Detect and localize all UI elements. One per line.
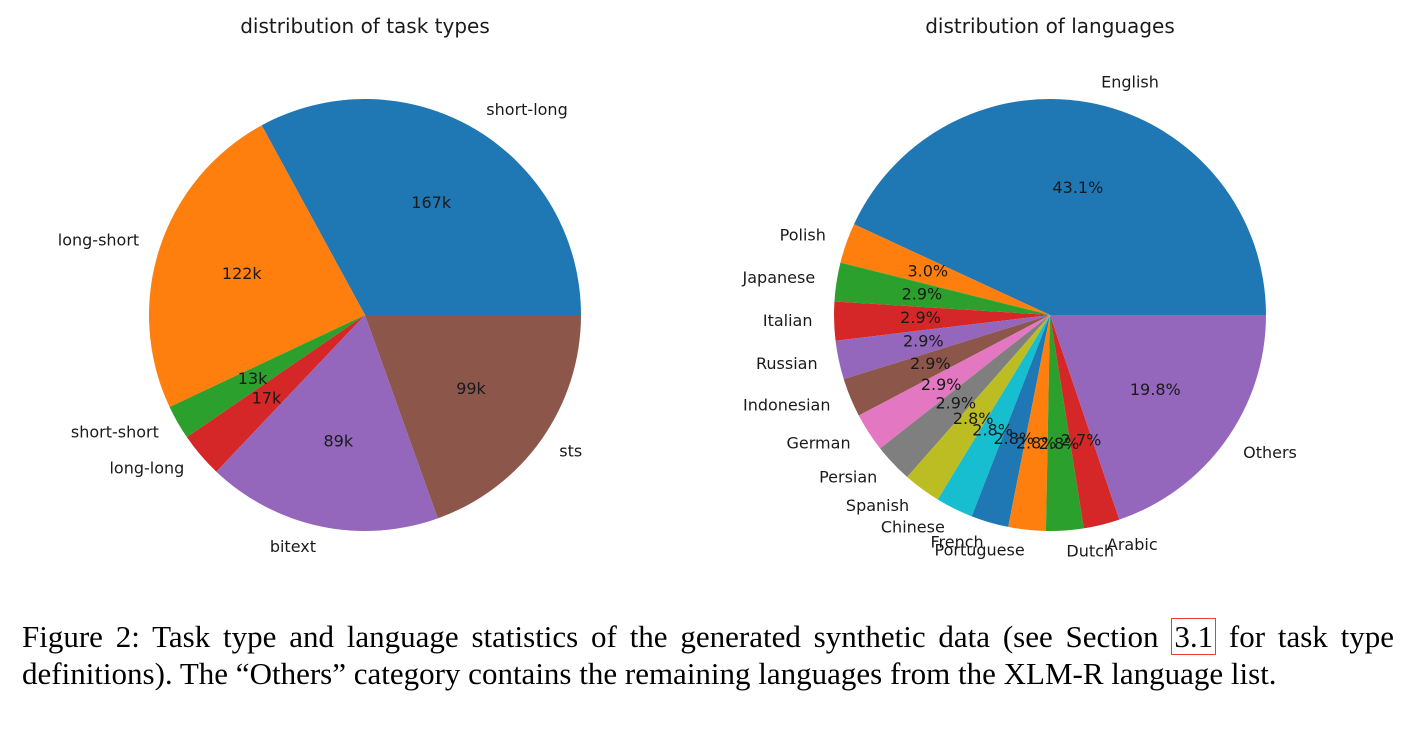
slice-value-japanese: 2.9% xyxy=(902,285,943,304)
slice-value-spanish: 2.8% xyxy=(953,409,994,428)
pie-slice-polish xyxy=(840,224,1050,315)
pie-slice-long-long xyxy=(186,315,365,472)
slice-label-long-long: long-long xyxy=(109,459,184,478)
pie-slice-german xyxy=(858,315,1050,449)
slice-value-chinese: 2.8% xyxy=(972,421,1013,440)
slice-value-german: 2.9% xyxy=(921,375,962,394)
slice-label-russian: Russian xyxy=(756,354,818,373)
pie-slice-chinese xyxy=(937,315,1050,517)
slice-value-dutch: 2.8% xyxy=(1039,434,1080,453)
slice-value-others: 19.8% xyxy=(1130,380,1181,399)
pie-slice-others xyxy=(1050,315,1266,520)
slice-value-sts: 99k xyxy=(456,379,486,398)
task-type-pie-chart: distribution of task types short-long 167… xyxy=(58,14,582,556)
slice-label-long-short: long-short xyxy=(58,231,139,250)
pie-slice-italian xyxy=(834,301,1050,341)
language-pie-chart: distribution of languages English 43.1% Po… xyxy=(742,14,1297,561)
slice-label-short-long: short-long xyxy=(486,100,567,119)
slice-label-sts: sts xyxy=(559,441,582,460)
slice-value-indonesian: 2.9% xyxy=(910,354,951,373)
lang-wedges xyxy=(834,98,1266,531)
task-type-chart-title: distribution of task types xyxy=(240,14,490,38)
slice-value-arabic: 2.7% xyxy=(1061,430,1102,449)
slice-label-german: German xyxy=(787,434,851,453)
slice-label-others: Others xyxy=(1243,443,1297,462)
pie-slice-indonesian xyxy=(843,315,1050,416)
pie-slice-dutch xyxy=(1045,315,1084,531)
slice-label-portuguese: Portuguese xyxy=(935,541,1025,560)
slice-value-bitext: 89k xyxy=(323,431,353,450)
slice-label-arabic: Arabic xyxy=(1107,535,1158,554)
pie-slice-spanish xyxy=(907,315,1050,500)
slice-label-italian: Italian xyxy=(763,311,813,330)
lang-labels: English 43.1% Polish 3.0% Japanese 2.9% Italia… xyxy=(742,73,1297,561)
language-chart-title: distribution of languages xyxy=(925,14,1175,38)
pie-slice-bitext xyxy=(216,315,438,531)
slice-value-english: 43.1% xyxy=(1052,178,1103,197)
slice-label-japanese: Japanese xyxy=(742,268,816,287)
pie-slice-french xyxy=(971,315,1050,527)
pie-slice-portuguese xyxy=(1008,315,1050,531)
caption-text-end: for task type definitions). The “Others”… xyxy=(22,619,1394,691)
slice-value-russian: 2.9% xyxy=(903,332,944,351)
slice-value-polish: 3.0% xyxy=(907,261,948,280)
slice-label-english: English xyxy=(1101,73,1159,92)
slice-label-polish: Polish xyxy=(780,225,826,244)
slice-value-short-long: 167k xyxy=(411,193,452,212)
pie-slice-short-long xyxy=(261,99,581,316)
figure-charts: distribution of task types short-long 167… xyxy=(58,14,1297,561)
slice-value-long-short: 122k xyxy=(222,264,263,283)
task-wedges xyxy=(149,99,581,531)
pie-slice-long-short xyxy=(149,125,365,407)
slice-label-french: French xyxy=(931,533,984,552)
slice-label-persian: Persian xyxy=(819,468,877,487)
slice-label-spanish: Spanish xyxy=(846,496,909,515)
pie-slice-sts xyxy=(365,315,581,519)
slice-value-portuguese: 2.8% xyxy=(1016,433,1057,452)
pie-slice-russian xyxy=(835,315,1050,380)
slice-label-chinese: Chinese xyxy=(881,518,945,537)
pie-slice-arabic xyxy=(1050,315,1120,529)
slice-value-italian: 2.9% xyxy=(900,308,941,327)
slice-label-indonesian: Indonesian xyxy=(743,395,831,414)
slice-label-short-short: short-short xyxy=(71,423,159,442)
pie-slice-persian xyxy=(880,315,1050,478)
task-labels: short-long 167k long-short 122k short-short 1… xyxy=(58,100,582,556)
slice-value-persian: 2.9% xyxy=(935,394,976,413)
caption-text-start: Figure 2: Task type and language statist… xyxy=(22,619,1172,654)
pie-slice-english xyxy=(853,98,1266,315)
slice-value-french: 2.8% xyxy=(993,429,1034,448)
pie-slice-japanese xyxy=(834,262,1050,315)
slice-label-bitext: bitext xyxy=(270,537,316,556)
pie-slice-short-short xyxy=(169,315,365,438)
slice-value-short-short: 13k xyxy=(238,369,268,388)
slice-label-dutch: Dutch xyxy=(1066,542,1114,561)
slice-value-long-long: 17k xyxy=(252,389,282,408)
figure-caption: Figure 2: Task type and language statist… xyxy=(22,618,1394,692)
section-reference-link[interactable]: 3.1 xyxy=(1171,618,1217,655)
